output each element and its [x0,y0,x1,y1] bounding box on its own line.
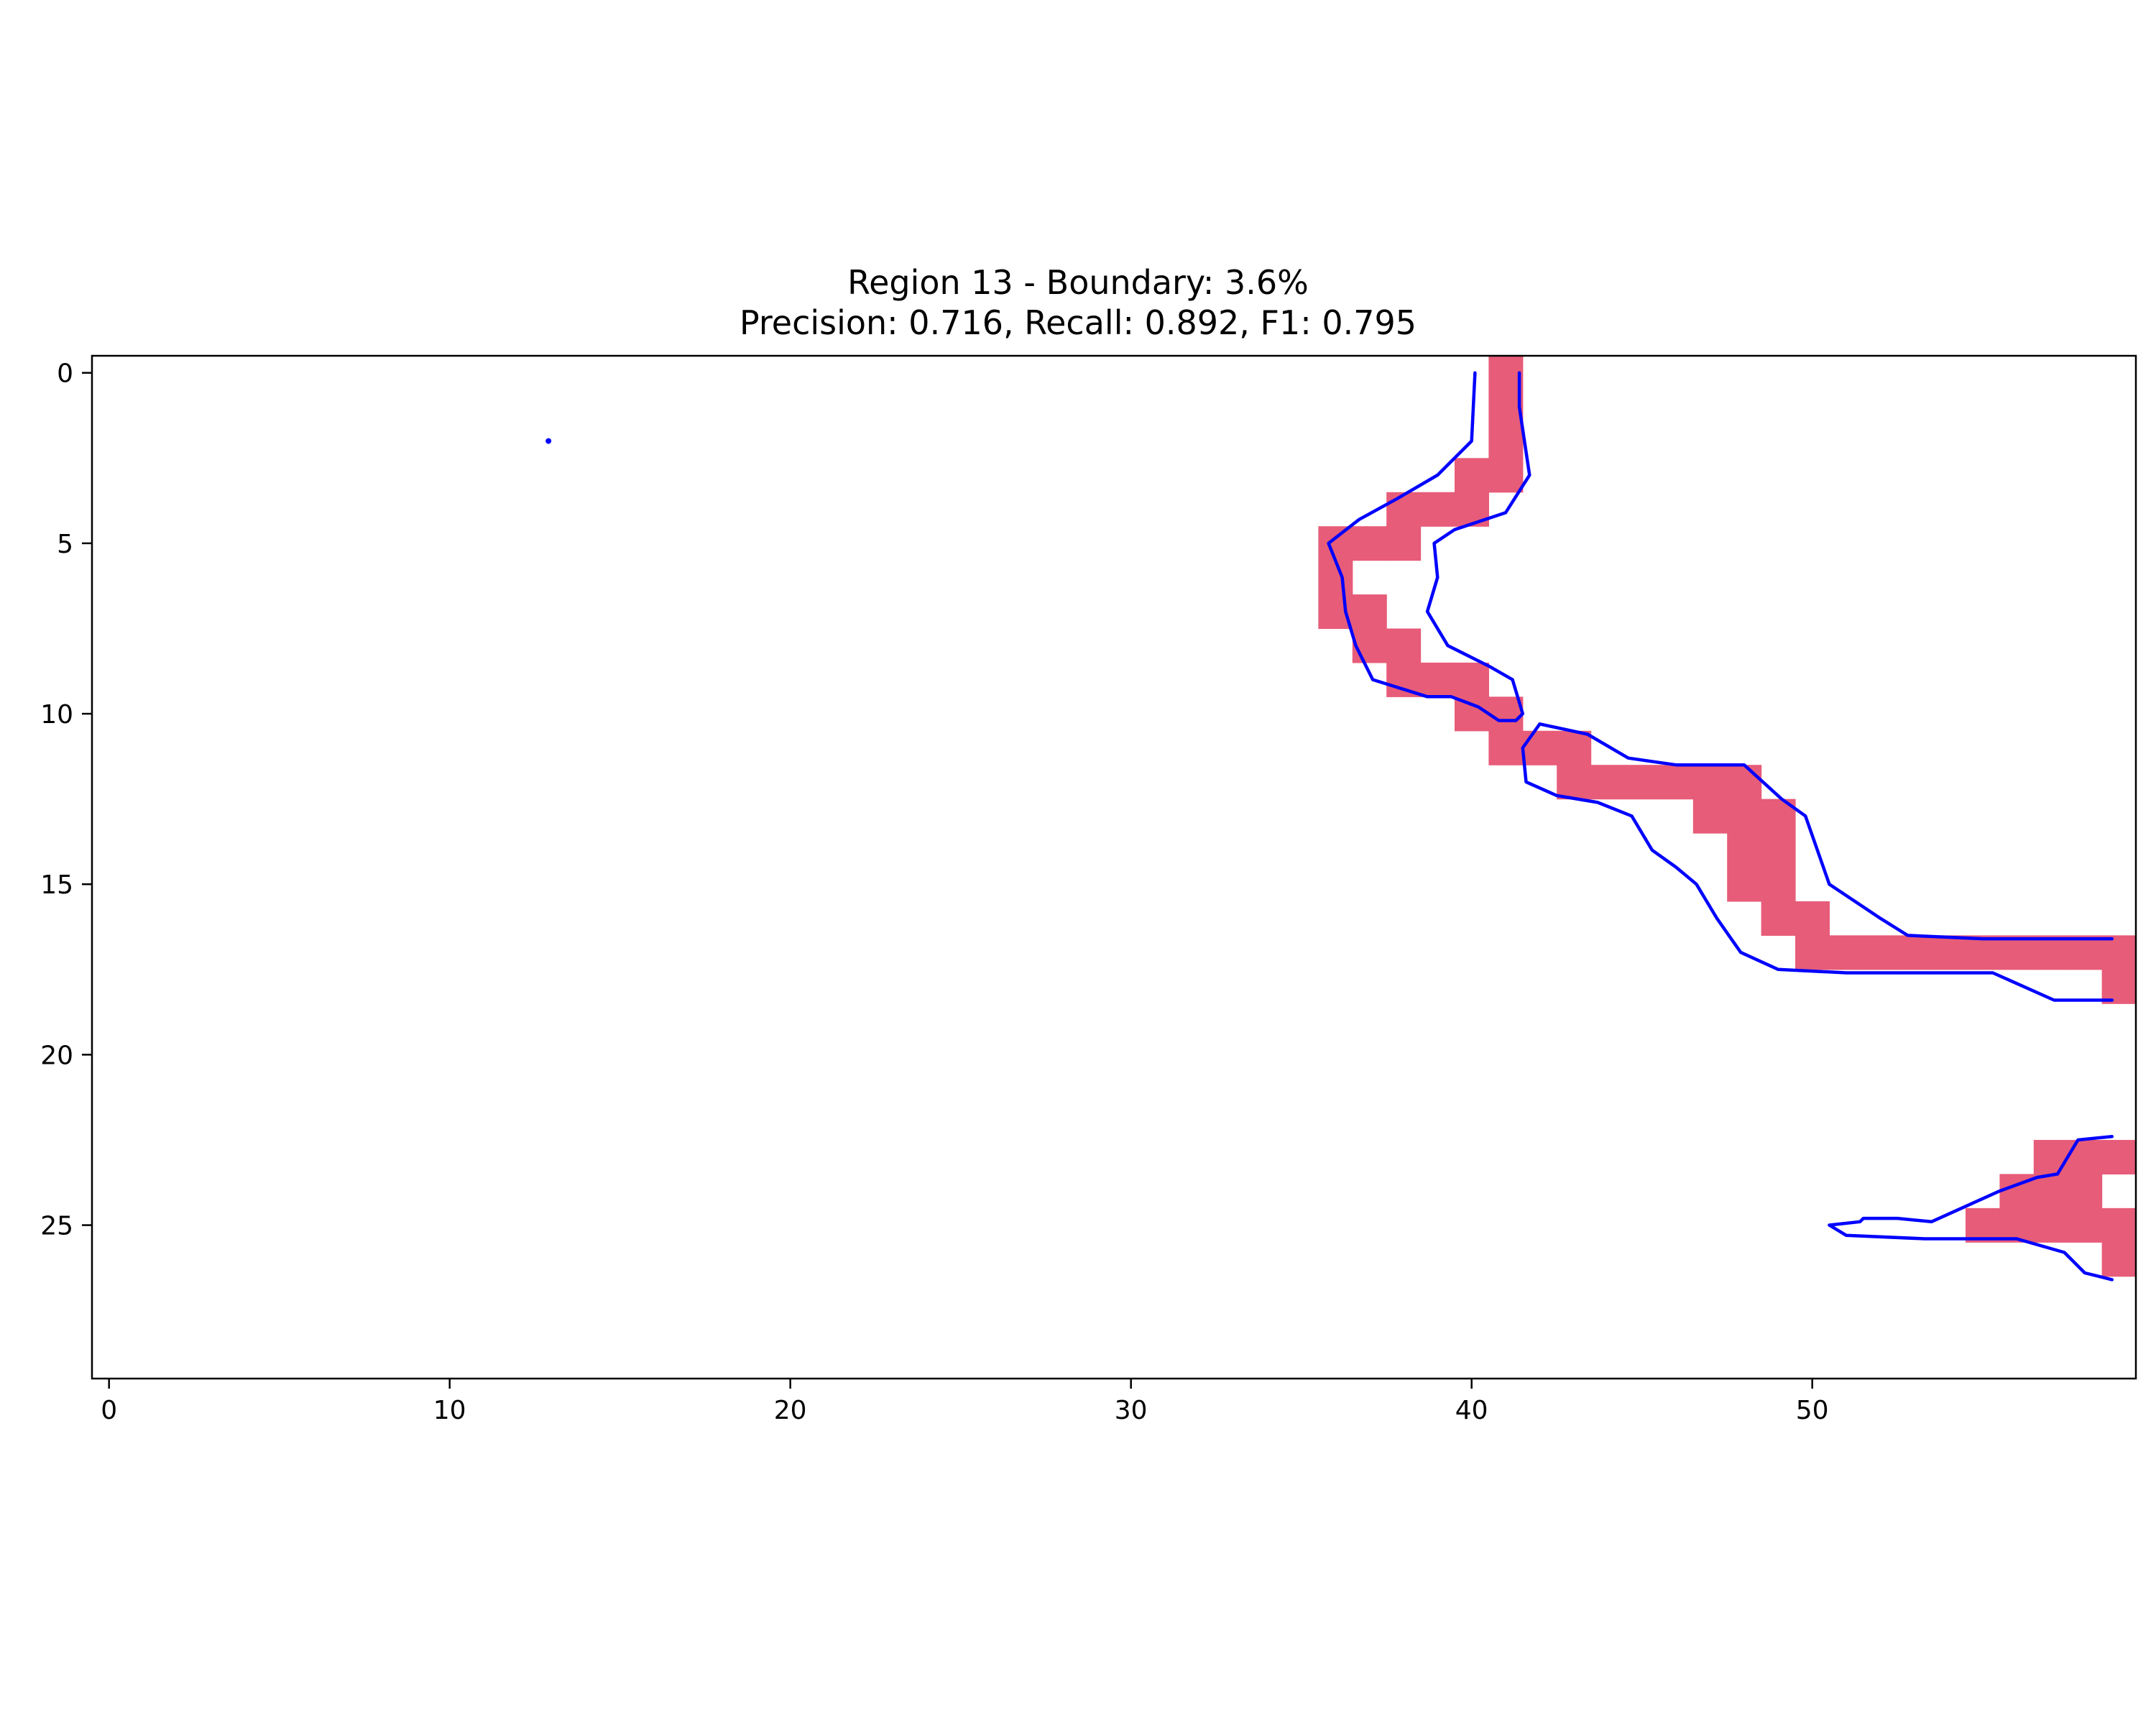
mask-cell [1420,662,1455,697]
mask-cell [2068,1208,2103,1243]
mask-cell [2033,935,2068,970]
mask-cell [1999,935,2035,970]
mask-cell [1557,765,1592,800]
mask-cell [1761,901,1796,936]
y-tick-label: 10 [40,700,73,730]
y-tick-label: 0 [57,359,73,389]
y-tick-label: 15 [40,870,73,900]
mask-cell [1727,765,1762,800]
mask-cell [1352,628,1387,663]
mask-cell [1318,526,1353,561]
y-tick-label: 5 [57,530,73,559]
mask-cell [1966,1208,2000,1243]
y-axis: 0 5 10 15 20 25 [40,359,92,1241]
mask-cell [2033,1208,2068,1243]
mask-cell [1488,356,1524,391]
contour-point [545,438,552,444]
mask-cell [1966,935,2000,970]
x-tick-label: 40 [1455,1396,1488,1425]
mask-cell [1386,492,1422,527]
mask-cell [1625,765,1659,800]
mask-cell [1829,935,1864,970]
mask-cell [1522,730,1557,765]
mask-cell [1420,492,1455,527]
chart-title-line-2: Precision: 0.716, Recall: 0.892, F1: 0.7… [739,303,1417,342]
mask-cell [1692,799,1728,834]
mask-cell [1488,730,1524,765]
mask-cell [1557,730,1592,765]
chart-title-line-1: Region 13 - Boundary: 3.6% [847,263,1309,302]
mask-cell [1488,696,1524,732]
mask-cells-layer [1318,356,2137,1277]
mask-cell [2068,1139,2103,1174]
mask-cell [1455,458,1489,493]
mask-cell [1692,765,1728,800]
mask-cell [1727,867,1762,902]
mask-cell [1727,799,1762,834]
x-tick-label: 10 [433,1396,466,1425]
mask-cell [1386,628,1422,663]
mask-cell [2101,1139,2137,1174]
mask-cell [1727,833,1762,868]
mask-cell [2101,1208,2137,1243]
contour-line [1327,371,1531,722]
mask-cell [2068,935,2103,970]
mask-cell [2068,1174,2103,1209]
contour-line [1521,722,2114,1002]
mask-cell [1488,423,1524,459]
mask-cell [1795,901,1830,936]
mask-cell [1761,867,1796,902]
contour-line [1828,1134,2114,1282]
mask-cell [1863,935,1898,970]
contour-layer [545,371,2114,1282]
mask-cell [1488,458,1524,493]
mask-cell [1761,833,1796,868]
x-tick-label: 0 [101,1396,117,1425]
mask-cell [1455,662,1489,697]
mask-cell [1931,935,1966,970]
x-tick-label: 30 [1115,1396,1148,1425]
mask-cell [1897,935,1932,970]
mask-cell [2033,1174,2068,1209]
axes-frame [91,354,2137,1380]
mask-cell [1386,526,1422,561]
x-tick-label: 50 [1796,1396,1829,1425]
y-tick-label: 25 [40,1212,73,1241]
contour-line [1538,722,2114,941]
mask-cell [2101,935,2137,970]
mask-cell [1659,765,1694,800]
y-tick-label: 20 [40,1041,73,1070]
mask-cell [1488,390,1524,425]
mask-cell [1352,526,1387,561]
mask-cell [1590,765,1626,800]
mask-cell [1795,935,1830,970]
mask-cell [2101,969,2137,1004]
mask-cell [1999,1208,2035,1243]
mask-cell [1455,696,1489,732]
x-tick-label: 20 [774,1396,807,1425]
mask-cell [2033,1139,2068,1174]
mask-cell [1352,594,1387,630]
mask-cell [1318,560,1353,595]
mask-cell [2101,1242,2137,1277]
x-axis: 0 10 20 30 40 50 [101,1379,1829,1425]
